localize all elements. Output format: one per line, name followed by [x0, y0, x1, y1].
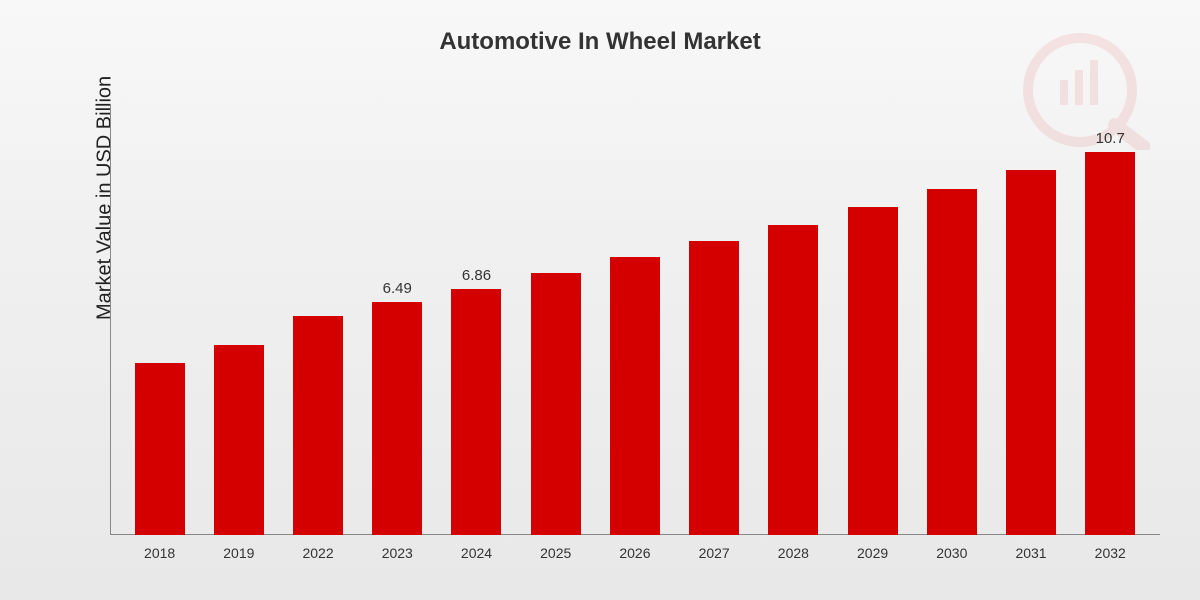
bar-group — [521, 251, 591, 535]
x-axis-tick-label: 2024 — [441, 545, 511, 561]
bar — [372, 302, 422, 535]
x-axis-tick-label: 2029 — [838, 545, 908, 561]
bar — [531, 273, 581, 535]
bar — [135, 363, 185, 535]
bar-group: 6.49 — [362, 280, 432, 535]
bar-group — [125, 341, 195, 535]
bar-value-label: 6.49 — [383, 280, 412, 298]
bar — [451, 289, 501, 535]
bar-group — [283, 294, 353, 535]
bar-value-label: 10.7 — [1096, 130, 1125, 148]
x-axis-tick-label: 2026 — [600, 545, 670, 561]
bar-group — [204, 323, 274, 535]
bar-group: 6.86 — [441, 267, 511, 535]
bar — [848, 207, 898, 535]
bar — [1085, 152, 1135, 535]
bar-group — [600, 235, 670, 535]
bar-group — [838, 185, 908, 535]
bar — [610, 257, 660, 535]
x-axis-tick-label: 2025 — [521, 545, 591, 561]
bar-group — [758, 203, 828, 535]
bar — [1006, 170, 1056, 536]
x-axis-tick-label: 2032 — [1075, 545, 1145, 561]
x-axis-tick-label: 2031 — [996, 545, 1066, 561]
bar — [293, 316, 343, 535]
x-axis-tick-label: 2018 — [125, 545, 195, 561]
x-labels-container: 2018 2019 2022 2023 2024 2025 2026 2027 2028 2029… — [110, 545, 1160, 561]
x-axis-tick-label: 2023 — [362, 545, 432, 561]
bar — [768, 225, 818, 535]
x-axis-tick-label: 2028 — [758, 545, 828, 561]
bar — [927, 189, 977, 535]
bar-group — [917, 167, 987, 535]
bar-group — [679, 219, 749, 535]
chart-area: Market Value in USD Billion 6.496.8610.7… — [85, 105, 1160, 535]
x-axis-tick-label: 2019 — [204, 545, 274, 561]
x-axis-tick-label: 2022 — [283, 545, 353, 561]
bar — [214, 345, 264, 535]
bars-container: 6.49 6.86 10.7 — [110, 105, 1160, 535]
x-axis-tick-label: 2027 — [679, 545, 749, 561]
bar-group — [996, 148, 1066, 536]
bar-value-label: 6.86 — [462, 267, 491, 285]
x-axis-tick-label: 2030 — [917, 545, 987, 561]
bar — [689, 241, 739, 535]
bar-group: 10.7 — [1075, 130, 1145, 535]
